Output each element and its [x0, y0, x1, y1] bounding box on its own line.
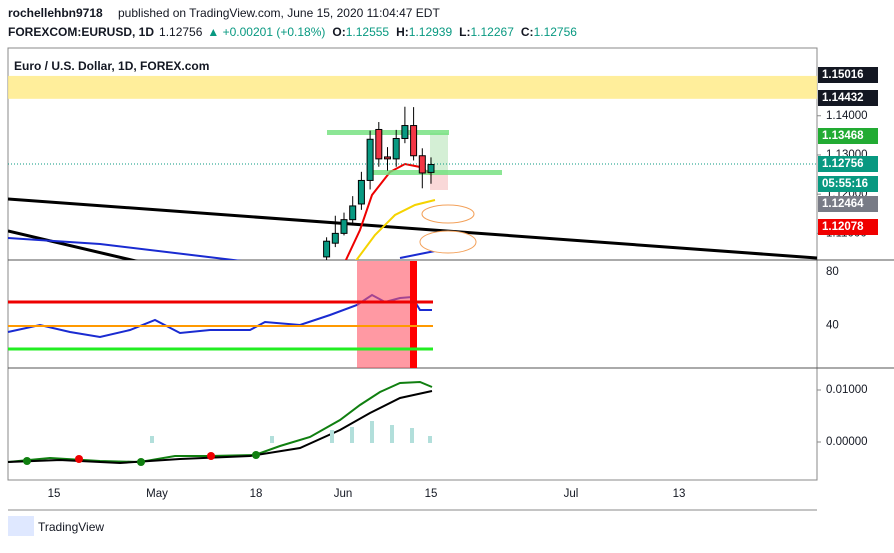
header-value: 1.12756 [534, 25, 578, 39]
candle-body [349, 205, 357, 221]
event-icon [421, 204, 475, 224]
main-pane [8, 106, 817, 260]
price-label: 1.12464 [822, 198, 864, 210]
crosses [23, 451, 260, 466]
price-label: 1.15016 [822, 69, 864, 81]
price-label: 1.14432 [822, 92, 864, 104]
candle-body [401, 125, 409, 139]
candle-body [375, 128, 383, 160]
price-label-box [818, 90, 878, 106]
price-label: 05:55:16 [822, 178, 868, 190]
candle-body [323, 240, 331, 258]
rsi-tick-label: 40 [826, 319, 839, 331]
candle-body [418, 155, 426, 174]
x-tick-label: 15 [48, 488, 61, 500]
x-tick-label: Jun [334, 488, 353, 500]
macd-signal [7, 380, 433, 464]
event-icon [419, 230, 477, 254]
chart-title: Euro / U.S. Dollar, 1D, FOREX.com [14, 59, 209, 73]
header-value: O: [332, 25, 345, 39]
histogram [150, 421, 432, 443]
ma-yellow [355, 199, 436, 260]
y-tick-label: 1.14000 [826, 110, 868, 122]
symbol-line: FOREXCOM:EURUSD, 1D 1.12756 ▲ +0.00201 (+0… [8, 25, 577, 39]
candle-body [427, 164, 435, 173]
rsi-marker [410, 261, 417, 368]
price-label-box [818, 176, 878, 192]
rsi-zone [357, 261, 414, 368]
candle-body [366, 138, 374, 181]
header-value: L: [459, 25, 470, 39]
price-label: 1.13468 [822, 130, 864, 142]
author: rochellehbn9718 [8, 6, 103, 20]
candle-body [384, 156, 391, 160]
price-label: 1.12078 [822, 221, 864, 233]
price-label-box [818, 219, 878, 235]
price-label-box [818, 67, 878, 83]
x-tick-label: 13 [673, 488, 686, 500]
band [8, 75, 817, 99]
position-loss [430, 174, 448, 190]
symbol-line: FOREXCOM:EURUSD, 1D 1.12756 ▲ +0.00201 (+0… [8, 25, 577, 39]
trendline [8, 197, 817, 260]
logo [8, 516, 34, 536]
x-tick-label: 15 [425, 488, 438, 500]
price-label: 1.12756 [822, 158, 864, 170]
candle-body [340, 219, 348, 234]
candle-body [410, 125, 418, 157]
candle-body [331, 232, 339, 244]
price-label-box [818, 128, 878, 144]
header-value: FOREXCOM:EURUSD, 1D [8, 25, 154, 39]
published: published on TradingView.com, June 15, 2… [118, 6, 440, 20]
header-value: ▲ +0.00201 (+0.18%) [207, 25, 325, 39]
price-label-box [818, 156, 878, 172]
x-tick-label: 18 [250, 488, 263, 500]
header-value: 1.12555 [346, 25, 390, 39]
candle-body [392, 137, 400, 160]
zone [327, 130, 449, 135]
price-label-box [818, 196, 878, 212]
macd [7, 390, 433, 465]
ma-red [344, 162, 433, 260]
rsi-tick-label: 80 [826, 266, 839, 278]
header-value: H: [396, 25, 409, 39]
candle-body [357, 179, 365, 205]
x-tick-label: May [146, 488, 168, 500]
ma-blue [8, 237, 242, 260]
header-value: C: [521, 25, 534, 39]
footer: TradingView [38, 520, 104, 534]
x-tick-label: Jul [564, 488, 579, 500]
macd-tick-label: 0.00000 [826, 436, 868, 448]
zone [372, 170, 502, 175]
header-value: 1.12267 [471, 25, 515, 39]
header-value: 1.12939 [409, 25, 453, 39]
trendline [8, 229, 139, 260]
macd-tick-label: 0.01000 [826, 384, 868, 396]
header-value: 1.12756 [159, 25, 203, 39]
